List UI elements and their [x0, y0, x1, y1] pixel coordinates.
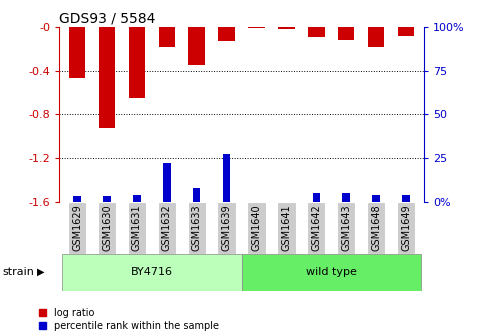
Bar [73, 196, 81, 202]
Bar [402, 195, 410, 202]
Text: GSM1629: GSM1629 [72, 204, 82, 251]
Text: GSM1643: GSM1643 [341, 204, 351, 251]
Text: GSM1631: GSM1631 [132, 204, 142, 251]
Text: GSM1630: GSM1630 [102, 204, 112, 251]
Bar [247, 202, 266, 254]
Bar [129, 27, 145, 98]
Bar [62, 254, 242, 291]
Text: GSM1641: GSM1641 [282, 204, 291, 251]
Bar [133, 195, 141, 202]
Bar [99, 27, 115, 128]
Bar [248, 27, 265, 28]
Bar [68, 202, 86, 254]
Bar [223, 155, 230, 202]
Bar [397, 202, 415, 254]
Text: GSM1648: GSM1648 [371, 204, 381, 251]
Text: GSM1649: GSM1649 [401, 204, 411, 251]
Bar [308, 27, 324, 37]
Bar [159, 27, 175, 47]
Bar [242, 254, 421, 291]
Text: GSM1639: GSM1639 [222, 204, 232, 251]
Bar [218, 27, 235, 41]
Bar [188, 27, 205, 65]
Text: wild type: wild type [306, 267, 357, 277]
Legend: log ratio, percentile rank within the sample: log ratio, percentile rank within the sa… [39, 308, 219, 331]
Bar [307, 202, 325, 254]
Bar [343, 193, 350, 202]
Bar [158, 202, 176, 254]
Bar [372, 195, 380, 202]
Text: ▶: ▶ [37, 267, 44, 277]
Text: GDS93 / 5584: GDS93 / 5584 [59, 12, 155, 26]
Text: strain: strain [2, 267, 35, 277]
Bar [163, 163, 171, 202]
Bar [98, 202, 116, 254]
Bar [69, 27, 85, 78]
Text: GSM1632: GSM1632 [162, 204, 172, 251]
Bar [368, 27, 385, 47]
Bar [398, 27, 414, 36]
Bar [277, 202, 295, 254]
Bar [188, 202, 206, 254]
Bar [367, 202, 385, 254]
Text: BY4716: BY4716 [131, 267, 173, 277]
Bar [217, 202, 236, 254]
Text: GSM1633: GSM1633 [192, 204, 202, 251]
Text: GSM1640: GSM1640 [251, 204, 261, 251]
Text: GSM1642: GSM1642 [311, 204, 321, 251]
Bar [338, 27, 354, 40]
Bar [128, 202, 146, 254]
Bar [103, 196, 111, 202]
Bar [337, 202, 355, 254]
Bar [193, 187, 201, 202]
Bar [313, 193, 320, 202]
Bar [278, 27, 295, 29]
